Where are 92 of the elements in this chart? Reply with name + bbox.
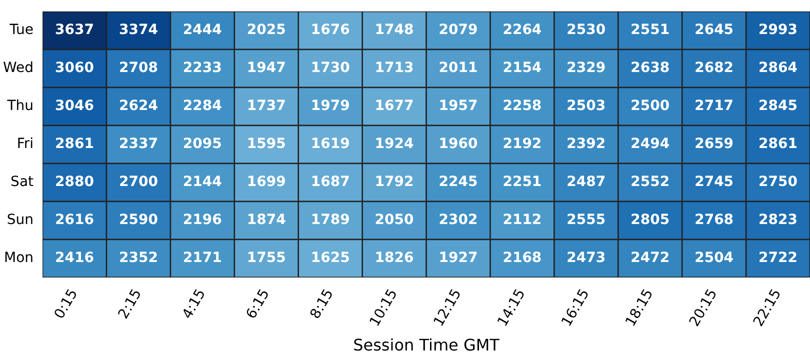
data-label: 1713 [374, 60, 414, 76]
data-label: 2258 [502, 98, 542, 114]
data-label: 2500 [630, 98, 670, 114]
y-tick-label: Sat [10, 174, 34, 190]
data-label: 1960 [438, 136, 478, 152]
data-label: 2025 [246, 22, 286, 38]
data-label: 1699 [246, 174, 286, 190]
data-label: 1927 [438, 250, 478, 266]
data-label: 2993 [758, 22, 798, 38]
data-label: 2555 [566, 212, 606, 228]
data-label: 2329 [566, 60, 606, 76]
data-label: 2717 [694, 98, 734, 114]
y-tick-label: Mon [4, 250, 34, 266]
data-label: 1979 [310, 98, 350, 114]
data-label: 2551 [630, 22, 670, 38]
y-tick-label: Thu [6, 98, 34, 114]
data-label: 2722 [758, 250, 798, 266]
data-label: 2504 [694, 250, 734, 266]
data-label: 2624 [118, 98, 158, 114]
data-label: 1789 [310, 212, 350, 228]
data-label: 3374 [118, 22, 158, 38]
data-label: 2530 [566, 22, 606, 38]
data-label: 2823 [758, 212, 798, 228]
data-label: 1619 [310, 136, 350, 152]
data-label: 1874 [246, 212, 286, 228]
data-label: 2392 [566, 136, 606, 152]
data-label: 2503 [566, 98, 606, 114]
data-label: 3637 [55, 22, 94, 38]
data-label: 2805 [630, 212, 670, 228]
y-tick-label: Tue [8, 22, 34, 38]
data-label: 2700 [118, 174, 158, 190]
data-label: 2487 [566, 174, 606, 190]
data-label: 2168 [502, 250, 542, 266]
x-axis-title: Session Time GMT [353, 336, 500, 355]
data-label: 1755 [246, 250, 286, 266]
data-label: 1748 [374, 22, 414, 38]
data-label: 1924 [374, 136, 414, 152]
data-label: 2638 [630, 60, 670, 76]
data-label: 2864 [758, 60, 798, 76]
data-label: 2416 [55, 250, 94, 266]
data-label: 2682 [694, 60, 734, 76]
data-label: 2245 [438, 174, 478, 190]
data-label: 2708 [118, 60, 158, 76]
data-label: 2337 [118, 136, 158, 152]
data-label: 2590 [118, 212, 158, 228]
data-label: 2768 [694, 212, 734, 228]
data-label: 2880 [55, 174, 94, 190]
data-label: 2144 [182, 174, 222, 190]
data-label: 2750 [758, 174, 798, 190]
data-label: 2473 [566, 250, 606, 266]
data-label: 2284 [182, 98, 222, 114]
data-label: 2494 [630, 136, 670, 152]
data-label: 2861 [758, 136, 798, 152]
data-label: 1826 [374, 250, 414, 266]
data-label: 1947 [246, 60, 286, 76]
data-label: 2196 [182, 212, 222, 228]
data-label: 2050 [374, 212, 414, 228]
data-label: 2552 [630, 174, 670, 190]
data-label: 2616 [55, 212, 94, 228]
data-label: 2011 [438, 60, 478, 76]
data-label: 2861 [55, 136, 94, 152]
data-label: 2444 [182, 22, 222, 38]
data-label: 1730 [310, 60, 350, 76]
data-label: 2659 [694, 136, 734, 152]
y-tick-label: Wed [2, 60, 34, 76]
data-label: 2233 [182, 60, 222, 76]
data-label: 1595 [246, 136, 286, 152]
data-label: 2472 [630, 250, 670, 266]
data-label: 2352 [118, 250, 158, 266]
data-label: 1687 [310, 174, 350, 190]
data-label: 2302 [438, 212, 478, 228]
data-label: 2095 [182, 136, 222, 152]
data-label: 2192 [502, 136, 542, 152]
data-label: 1737 [246, 98, 286, 114]
data-label: 2745 [694, 174, 734, 190]
y-tick-label: Fri [16, 136, 34, 152]
data-label: 1957 [438, 98, 478, 114]
data-label: 2645 [694, 22, 734, 38]
data-label: 2079 [438, 22, 478, 38]
data-label: 2845 [758, 98, 798, 114]
data-label: 2154 [502, 60, 542, 76]
y-tick-label: Sun [6, 212, 34, 228]
data-label: 2251 [502, 174, 542, 190]
data-label: 1792 [374, 174, 414, 190]
data-label: 1677 [374, 98, 414, 114]
data-label: 2264 [502, 22, 542, 38]
data-label: 3046 [55, 98, 94, 114]
data-label: 2112 [502, 212, 542, 228]
data-label: 1625 [310, 250, 350, 266]
data-label: 3060 [55, 60, 94, 76]
data-label: 1676 [310, 22, 350, 38]
data-label: 2171 [182, 250, 222, 266]
